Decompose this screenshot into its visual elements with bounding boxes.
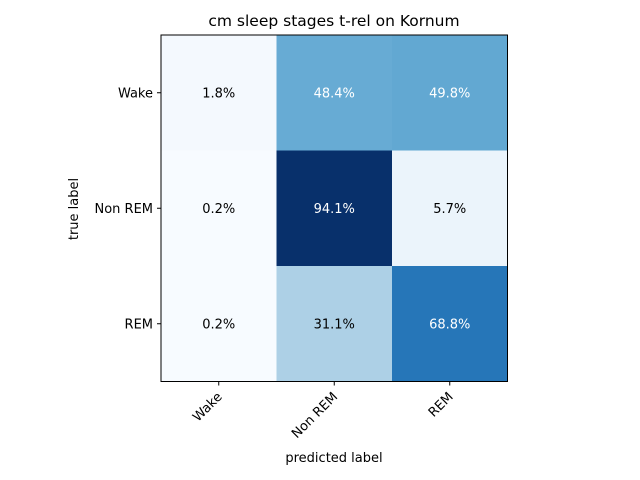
x-tick-label-0: Wake: [190, 390, 225, 425]
cell-label-r1-c2: 5.7%: [433, 202, 466, 217]
heatmap-cell-r2-c2: [392, 266, 508, 382]
x-axis-label: predicted label: [285, 451, 382, 466]
heatmap-cell-r0-c0: [161, 35, 277, 151]
cell-label-r1-c1: 94.1%: [314, 202, 355, 217]
cell-label-r2-c1: 31.1%: [314, 317, 355, 332]
x-tick-label-2: REM: [426, 390, 457, 421]
heatmap-cell-r1-c1: [276, 150, 393, 267]
heatmap-cell-r2-c1: [276, 266, 393, 382]
chart-title: cm sleep stages t-rel on Kornum: [208, 12, 459, 30]
cell-label-r0-c0: 1.8%: [202, 86, 235, 101]
y-axis-label: true label: [67, 178, 82, 240]
heatmap-cells: 1.8% 48.4% 49.8% 0.2% 94.1% 5.7% 0.2% 31.1% 68.8…: [161, 35, 508, 382]
heatmap-cell-r0-c2: [392, 35, 508, 151]
x-axis-ticks: Wake Non REM REM: [190, 381, 457, 442]
y-tick-label-1: Non REM: [94, 202, 153, 217]
cell-label-r2-c2: 68.8%: [429, 317, 470, 332]
heatmap-cell-r2-c0: [161, 266, 277, 382]
cell-label-r0-c1: 48.4%: [314, 86, 355, 101]
y-tick-label-0: Wake: [118, 86, 153, 101]
cell-label-r2-c0: 0.2%: [202, 317, 235, 332]
cell-label-r0-c2: 49.8%: [429, 86, 470, 101]
x-tick-label-1: Non REM: [289, 390, 341, 442]
cell-label-r1-c0: 0.2%: [202, 202, 235, 217]
heatmap-cell-r0-c1: [276, 35, 393, 151]
heatmap-cell-r1-c0: [161, 150, 277, 267]
y-axis-ticks: Wake Non REM REM: [94, 86, 161, 332]
y-tick-label-2: REM: [125, 317, 153, 332]
heatmap-cell-r1-c2: [392, 150, 508, 267]
